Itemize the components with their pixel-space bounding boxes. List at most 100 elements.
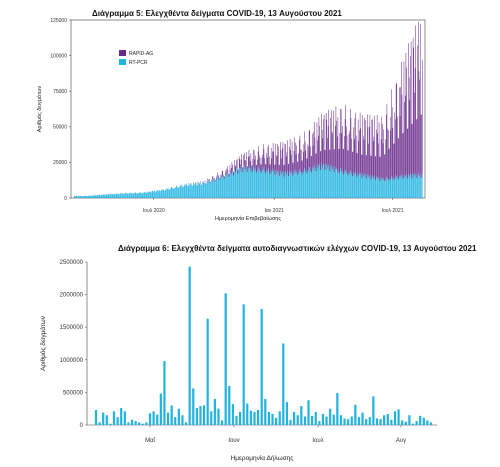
chart1-bar-rtpcr xyxy=(333,166,334,198)
chart1-bar-rtpcr xyxy=(404,177,405,198)
chart1-bar-rtpcr xyxy=(317,168,318,198)
chart1-bar-rtpcr xyxy=(374,175,375,198)
chart1-bar-rtpcr xyxy=(380,179,382,198)
chart1-bar-rtpcr xyxy=(338,173,340,198)
chart1-bar-rapid xyxy=(419,79,420,177)
chart1-bar-rapid xyxy=(354,118,356,173)
chart1-bar-rapid xyxy=(286,152,288,174)
chart1-bar-rapid xyxy=(379,156,381,181)
chart2-bar xyxy=(112,411,116,425)
chart1-bar-rapid xyxy=(211,179,212,182)
chart1-bar-rapid xyxy=(418,21,419,174)
chart1-bar-rapid xyxy=(411,124,413,179)
chart1-bar-rapid xyxy=(223,176,225,179)
chart1-bar-rapid xyxy=(248,149,250,166)
chart1-bar-rtpcr xyxy=(132,193,134,198)
chart1-bar-rtpcr xyxy=(280,170,281,198)
chart1-bar-rtpcr xyxy=(370,179,371,198)
chart1-bar-rapid xyxy=(350,118,352,172)
chart1-bar-rtpcr xyxy=(148,192,150,198)
chart1-bar-rapid xyxy=(381,116,382,178)
chart1-bar-rapid xyxy=(283,164,285,177)
chart1-bar-rtpcr xyxy=(161,190,162,198)
chart2-bar xyxy=(379,419,382,425)
chart1-bar-rtpcr xyxy=(297,174,298,198)
chart1-bar-rapid xyxy=(219,178,220,181)
chart1-bar-rtpcr xyxy=(223,178,225,198)
chart1-bar-rtpcr xyxy=(391,177,393,198)
chart2-bar xyxy=(152,411,155,425)
chart1-bar-rtpcr xyxy=(262,170,263,198)
chart1-bar-rtpcr xyxy=(135,192,137,198)
chart1-bar-rtpcr xyxy=(404,176,406,198)
chart1-bar-rtpcr xyxy=(329,171,330,198)
chart1-bar-rtpcr xyxy=(217,177,219,198)
chart1-bar-rtpcr xyxy=(367,173,368,198)
chart1-bar-rapid xyxy=(347,150,348,176)
chart1-bar-rtpcr xyxy=(272,171,273,198)
chart1-bar-rtpcr xyxy=(219,180,220,198)
chart1-bar-rtpcr xyxy=(291,173,292,198)
chart1-bar-rtpcr xyxy=(239,168,241,198)
chart2-bar xyxy=(415,421,418,425)
chart1-bar-rapid xyxy=(267,146,269,169)
chart1-bar-rtpcr xyxy=(265,173,267,198)
chart1-bar-rtpcr xyxy=(185,184,186,198)
chart1-bar-rtpcr xyxy=(198,184,200,198)
chart1-bar-rtpcr xyxy=(315,171,316,198)
chart1-bar-rtpcr xyxy=(212,179,213,198)
chart1-bar-rtpcr xyxy=(218,179,220,198)
chart1-bar-rapid xyxy=(409,100,411,178)
chart1-bar-rtpcr xyxy=(337,168,339,198)
chart1-bar-rapid xyxy=(248,156,249,169)
chart1-bar-rtpcr xyxy=(321,165,323,198)
chart1-bar-rapid xyxy=(384,153,386,182)
chart1-bar-rtpcr xyxy=(182,186,184,198)
chart1-bar-rtpcr xyxy=(363,175,364,198)
chart2-bar xyxy=(123,411,126,425)
chart1-bar-rapid xyxy=(293,162,294,176)
chart1-bar-rapid xyxy=(319,151,321,170)
chart1-bar-rapid xyxy=(265,164,267,174)
chart1-bar-rtpcr xyxy=(183,186,184,198)
chart1-bar-rapid xyxy=(406,67,407,176)
chart1-bar-rtpcr xyxy=(314,164,315,198)
chart2-bar xyxy=(235,415,238,425)
chart1-bar-rapid xyxy=(322,138,324,168)
chart1-bar-rtpcr xyxy=(353,174,355,198)
chart1-bar-rapid xyxy=(232,164,233,172)
chart1-bar-rtpcr xyxy=(159,189,160,198)
chart1-bar-rtpcr xyxy=(339,171,341,198)
chart1-bar-rtpcr xyxy=(174,188,175,198)
chart1-bar-rtpcr xyxy=(266,171,268,198)
chart1-bar-rtpcr xyxy=(282,171,284,198)
chart1-bar-rapid xyxy=(266,152,267,171)
chart1-bar-rapid xyxy=(304,141,306,171)
chart1-bar-rapid xyxy=(228,174,229,178)
chart1-bar-rapid xyxy=(395,119,396,179)
chart1-bar-rtpcr xyxy=(124,193,125,198)
chart1-bar-rapid xyxy=(244,152,245,166)
chart1-bar-rtpcr xyxy=(236,168,238,198)
chart1-bar-rtpcr xyxy=(115,193,117,198)
chart1-bar-rtpcr xyxy=(384,181,386,198)
chart1-bar-rapid xyxy=(275,143,276,170)
chart1-bar-rapid xyxy=(208,181,210,183)
chart2-bar xyxy=(246,403,249,425)
chart1-bar-rapid xyxy=(365,155,367,179)
chart1-bar-rapid xyxy=(291,154,292,174)
chart1-bar-rapid xyxy=(282,142,284,172)
chart2-bar xyxy=(401,420,404,425)
chart1-bar-rapid xyxy=(214,180,216,182)
chart1-bar-rtpcr xyxy=(139,192,140,198)
chart1-bar-rtpcr xyxy=(109,194,110,198)
chart1-bar-rtpcr xyxy=(305,171,307,198)
chart1-bar-rtpcr xyxy=(195,182,197,198)
chart1-bar-rtpcr xyxy=(99,194,101,198)
chart1-bar-rtpcr xyxy=(255,172,257,198)
chart1-bar-rapid xyxy=(327,126,329,167)
chart1-bar-rapid xyxy=(402,133,403,179)
chart2-bar xyxy=(181,415,184,425)
chart1-bar-rtpcr xyxy=(108,194,109,198)
chart1-bar-rapid xyxy=(237,169,239,174)
